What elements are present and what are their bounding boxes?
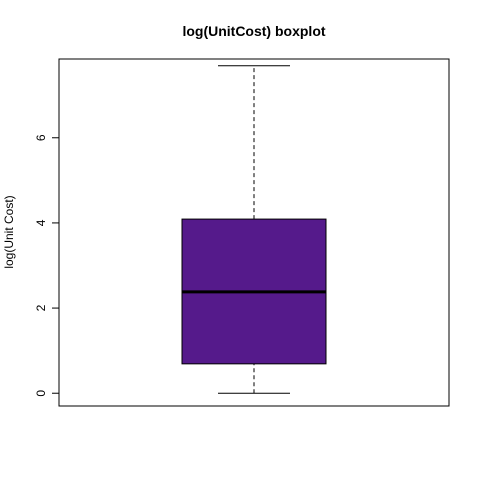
chart-title: log(UnitCost) boxplot <box>182 23 325 39</box>
y-tick-label: 4 <box>34 219 48 226</box>
y-tick-label: 6 <box>34 134 48 141</box>
y-axis: 0 2 4 6 <box>34 134 60 397</box>
y-axis-label: log(Unit Cost) <box>2 195 16 268</box>
y-tick-label: 2 <box>34 304 48 311</box>
box-plot <box>181 65 327 394</box>
y-tick-label: 0 <box>34 390 48 397</box>
